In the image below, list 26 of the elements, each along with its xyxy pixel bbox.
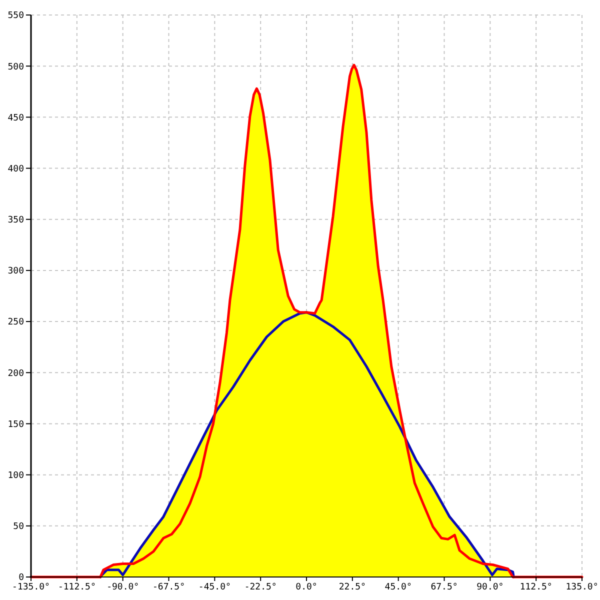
x-tick-label: -112.5° — [58, 582, 96, 592]
y-tick-label: 300 — [8, 266, 24, 277]
x-tick-label: -45.0° — [198, 582, 231, 592]
line-series — [99, 311, 515, 578]
y-tick-label: 50 — [13, 522, 24, 532]
x-tick-label: -90.0° — [106, 582, 140, 592]
x-tick-label: 0.0° — [296, 582, 318, 592]
y-tick-label: 550 — [8, 11, 24, 22]
y-tick-label: 350 — [8, 216, 24, 226]
y-tick-label: 400 — [8, 164, 24, 174]
x-tick-label: -67.5° — [152, 582, 186, 592]
y-tick-label: 450 — [8, 113, 24, 124]
x-tick-label: -22.5° — [244, 582, 277, 592]
x-tick-label: -135.0° — [12, 582, 50, 592]
x-tick-label: 135.0° — [566, 582, 598, 592]
y-tick-label: 0 — [18, 573, 24, 584]
x-tick-label: 112.5° — [520, 582, 552, 592]
y-tick-label: 150 — [8, 420, 24, 430]
x-tick-label: 67.5° — [430, 582, 458, 592]
y-tick-label: 200 — [8, 368, 24, 379]
y-tick-label: 250 — [8, 318, 24, 328]
y-tick-label: 500 — [8, 62, 24, 72]
x-tick-label: 90.0° — [476, 582, 504, 592]
x-tick-label: 45.0° — [384, 582, 412, 592]
x-tick-label: 22.5° — [338, 582, 366, 592]
y-tick-label: 100 — [8, 471, 24, 482]
